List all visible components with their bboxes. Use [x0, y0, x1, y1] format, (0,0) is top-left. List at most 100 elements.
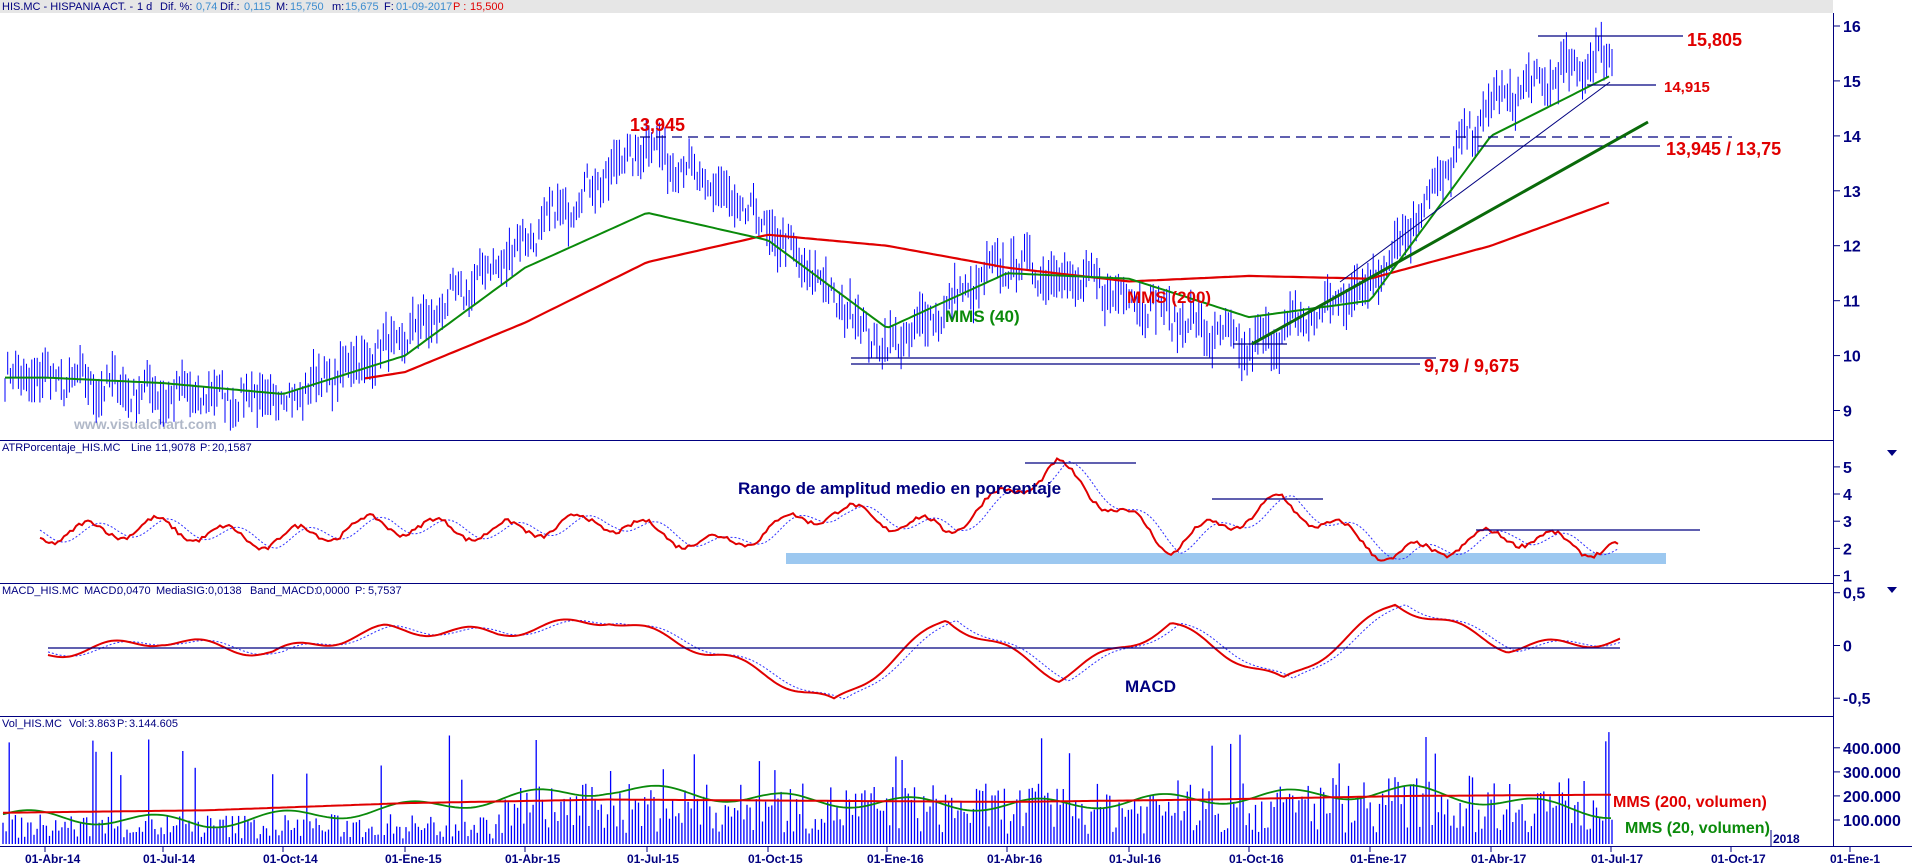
symbol-label: HIS.MC - HISPANIA ACT. - — [2, 1, 134, 13]
macd-p-label: P: — [355, 585, 365, 597]
price-bars — [4, 21, 1613, 431]
prev-high-label: 13,945 — [630, 115, 685, 135]
atr-title: Rango de amplitud medio en porcentaje — [738, 479, 1061, 498]
atr-panel — [39, 457, 1619, 562]
thin-trendline — [1339, 81, 1611, 283]
volume-p-label: P: — [117, 718, 127, 730]
price-panel — [4, 21, 1613, 431]
atr-header-bar — [0, 441, 1833, 454]
max-label: M: — [276, 1, 288, 13]
y-tick-label: 1 — [1843, 569, 1852, 586]
y-tick-label: 11 — [1843, 294, 1860, 311]
main-trendline — [1251, 120, 1649, 346]
min-value: 15,675 — [345, 1, 379, 13]
y-tick-label: 15 — [1843, 74, 1861, 91]
y-axes: 16 15 14 13 12 11 10 9 5 4 3 2 10,5 0 -0,5 400.000 300.0… — [1833, 19, 1901, 830]
panel-separators — [0, 13, 1912, 847]
price-header-bar — [0, 0, 1833, 13]
x-tick-label: 01-Ene-16 — [867, 852, 924, 866]
collapse-icon[interactable] — [1887, 587, 1897, 593]
vol-mms20-line — [2, 784, 1612, 829]
macd-title: MACD — [1125, 677, 1176, 696]
year-marker: 2018 — [1773, 832, 1800, 846]
y-tick-label: 10 — [1843, 349, 1861, 366]
x-tick-label: 01-Jul-15 — [627, 852, 679, 866]
y-tick-label: 300.000 — [1843, 765, 1901, 782]
x-tick-label: 01-Ene-15 — [385, 852, 442, 866]
y-tick-label: 0,5 — [1843, 586, 1865, 603]
mms200-label: MMS (200) — [1127, 288, 1211, 307]
y-tick-label: 200.000 — [1843, 789, 1901, 806]
x-tick-label: 01-Jul-17 — [1591, 852, 1643, 866]
y-tick-label: 4 — [1843, 487, 1852, 504]
y-tick-label: 0 — [1843, 639, 1852, 656]
y-tick-label: -0,5 — [1843, 691, 1871, 708]
y-tick-label: 14 — [1843, 129, 1861, 146]
price-label: P : — [453, 1, 466, 13]
macd-signal-line — [47, 604, 1621, 700]
x-tick-label: 01-Jul-16 — [1109, 852, 1161, 866]
atr-name: ATRPorcentaje_HIS.MC — [2, 442, 120, 454]
y-tick-label: 9 — [1843, 404, 1852, 421]
breakout-label: 13,945 / 13,75 — [1666, 139, 1781, 159]
collapse-icon[interactable] — [1887, 450, 1897, 456]
x-tick-label: 01-Jul-14 — [143, 852, 195, 866]
y-tick-label: 12 — [1843, 239, 1861, 256]
volume-bars — [2, 732, 1613, 844]
lows-label: 9,79 / 9,675 — [1424, 356, 1519, 376]
y-tick-label: 16 — [1843, 19, 1861, 36]
vol-mms200-label: MMS (200, volumen) — [1613, 794, 1767, 811]
y-tick-label: 100.000 — [1843, 813, 1901, 830]
max-value: 15,750 — [290, 1, 324, 13]
date-label: F: — [384, 1, 394, 13]
atr-line-label: Line 1: — [131, 442, 164, 454]
watermark: www.visualchart.com — [73, 416, 217, 432]
vol-mms200-line — [3, 793, 1611, 814]
x-tick-label: 01-Ene-1 — [1830, 852, 1880, 866]
macd-label: MACD: — [84, 585, 119, 597]
x-tick-label: 01-Abr-15 — [505, 852, 561, 866]
atr-line-value: 1,9078 — [162, 442, 196, 454]
price-reference-lines — [640, 35, 1732, 365]
mms40-line — [5, 75, 1610, 395]
x-axis: 01-Abr-14 01-Jul-14 01-Oct-14 01-Ene-15 01-A… — [25, 830, 1880, 866]
price-header: HIS.MC - HISPANIA ACT. - 1 d Dif. %: 0,7… — [2, 1, 504, 13]
atr-header: ATRPorcentaje_HIS.MC Line 1: 1,9078 P: 2… — [2, 442, 252, 454]
macd-line — [47, 603, 1621, 700]
volume-panel — [2, 732, 1613, 844]
volume-header: Vol_HIS.MC Vol: 3.863 P: 3.144.605 — [2, 718, 178, 730]
interval-label: 1 d — [137, 1, 152, 13]
support-value-label: 14,915 — [1664, 79, 1710, 96]
y-tick-label: 2 — [1843, 541, 1852, 558]
mms200-line — [364, 201, 1610, 380]
dif-pct-label: Dif. %: — [160, 1, 192, 13]
x-tick-label: 01-Oct-15 — [748, 852, 803, 866]
macd-name: MACD_HIS.MC — [2, 585, 79, 597]
macd-header: MACD_HIS.MC MACD: 0,0470 MediaSIG: 0,013… — [2, 585, 402, 597]
x-tick-label: 01-Abr-17 — [1471, 852, 1527, 866]
atr-band — [786, 553, 1666, 564]
top-value-label: 15,805 — [1687, 30, 1742, 50]
atr-reference-lines — [1025, 462, 1700, 531]
y-tick-label: 5 — [1843, 460, 1852, 477]
x-tick-label: 01-Abr-14 — [25, 852, 81, 866]
macd-band-label: Band_MACD: — [250, 585, 317, 597]
y-tick-label: 3 — [1843, 514, 1852, 531]
macd-sig-value: 0,0138 — [208, 585, 242, 597]
volume-name: Vol_HIS.MC — [2, 718, 62, 730]
macd-band-value: 0,0000 — [316, 585, 350, 597]
volume-vol-value: 3.863 — [88, 718, 116, 730]
x-tick-label: 01-Ene-17 — [1350, 852, 1407, 866]
dif-label: Dif.: — [220, 1, 240, 13]
atr-line — [39, 457, 1619, 562]
volume-vol-label: Vol: — [69, 718, 87, 730]
y-tick-label: 13 — [1843, 184, 1861, 201]
x-tick-label: 01-Abr-16 — [987, 852, 1043, 866]
macd-sig-label: MediaSIG: — [156, 585, 208, 597]
volume-p-value: 3.144.605 — [129, 718, 178, 730]
atr-signal-line — [39, 460, 1619, 560]
atr-p-label: P: — [200, 442, 210, 454]
min-label: m: — [332, 1, 344, 13]
x-tick-label: 01-Oct-16 — [1229, 852, 1284, 866]
